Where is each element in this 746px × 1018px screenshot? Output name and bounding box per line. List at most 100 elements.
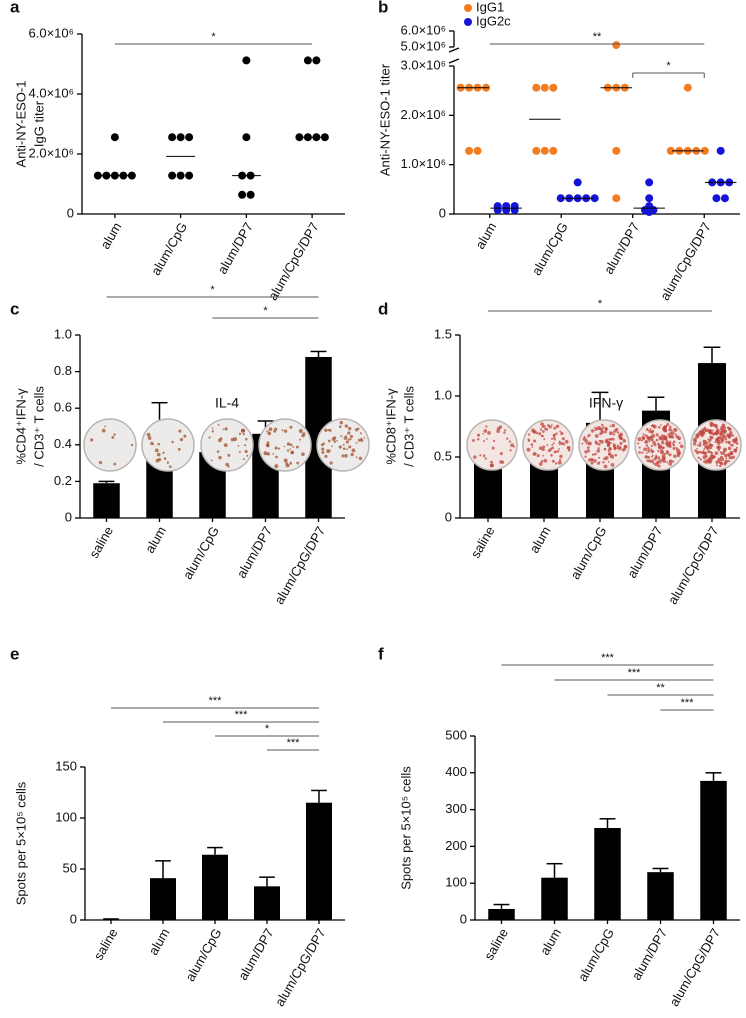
dot [716,146,725,155]
spot [723,447,727,452]
well [83,418,137,472]
spot [666,461,669,464]
y-tick-label: 500 [445,727,467,742]
dot [720,194,729,203]
spot [584,439,589,443]
spot [218,455,222,460]
spot [724,431,726,434]
spot [657,442,660,445]
spot [274,427,278,431]
spot [661,446,665,450]
dot [532,146,541,155]
spot [548,425,552,429]
spot [717,437,720,440]
spot [731,455,736,459]
spot [707,438,710,441]
spot [735,442,739,445]
spot [343,436,348,440]
spot [559,430,562,433]
spot [734,437,738,442]
spot [593,459,597,463]
spot [649,427,652,430]
spot [558,447,560,450]
spot [281,429,284,432]
spot [552,436,556,440]
spot [725,440,728,444]
bar [700,780,727,920]
panel-title: IL-4 [215,395,239,411]
spot [723,453,728,458]
spot [554,462,558,465]
spot [674,433,677,436]
significance-label: * [265,723,270,735]
significance-label: *** [235,709,249,721]
dot [573,178,582,187]
error-bar [599,818,616,828]
spot [329,461,333,465]
spot [499,452,503,456]
dot [612,41,621,50]
spot [113,462,117,466]
spot [650,448,653,451]
spot [544,427,549,431]
spot [237,444,240,447]
spot [485,425,488,428]
spot [646,437,649,440]
spot [146,432,151,437]
spot [551,443,554,446]
spot [720,439,724,444]
spot [590,429,595,433]
spot [657,445,662,450]
spot [344,454,348,458]
spot [602,426,605,429]
spot [598,461,601,464]
spot [130,443,134,447]
spot [597,442,601,446]
spot [347,431,351,435]
x-tick-label: alum/CpG/DP7 [271,524,328,607]
spot [587,433,591,437]
spot [338,445,342,449]
dot [185,133,194,142]
dot [473,146,482,155]
x-tick-label: alum [526,524,553,556]
panel-label: d [378,299,388,318]
spot [619,445,622,448]
spot [658,459,661,462]
spot [668,425,672,429]
spot [645,452,648,454]
spot [162,451,165,454]
spot [90,438,94,442]
spot [558,441,562,445]
spot [493,439,496,443]
spot [586,449,590,453]
spot [340,435,343,438]
spot [671,460,675,463]
spot [668,428,672,432]
spot [650,431,653,434]
spot [348,445,352,449]
spot [612,433,616,436]
spot [243,458,245,461]
spot [700,434,704,438]
spot [543,458,548,463]
spot [669,459,672,463]
spot [596,449,601,453]
spot [559,454,563,459]
spot [289,448,292,451]
spot [712,429,714,432]
spot [322,442,326,445]
spot [554,450,557,454]
spot [609,425,612,427]
spot [725,457,728,460]
spot [333,440,337,444]
spot [348,426,352,431]
spot [623,444,628,449]
error-bar [493,903,510,909]
spot [177,447,181,451]
spot [642,437,646,441]
y-tick-label: 0 [445,509,452,524]
spot [531,446,534,448]
spot [154,448,159,453]
x-tick-label: alum/CpG/DP7 [666,926,723,1009]
